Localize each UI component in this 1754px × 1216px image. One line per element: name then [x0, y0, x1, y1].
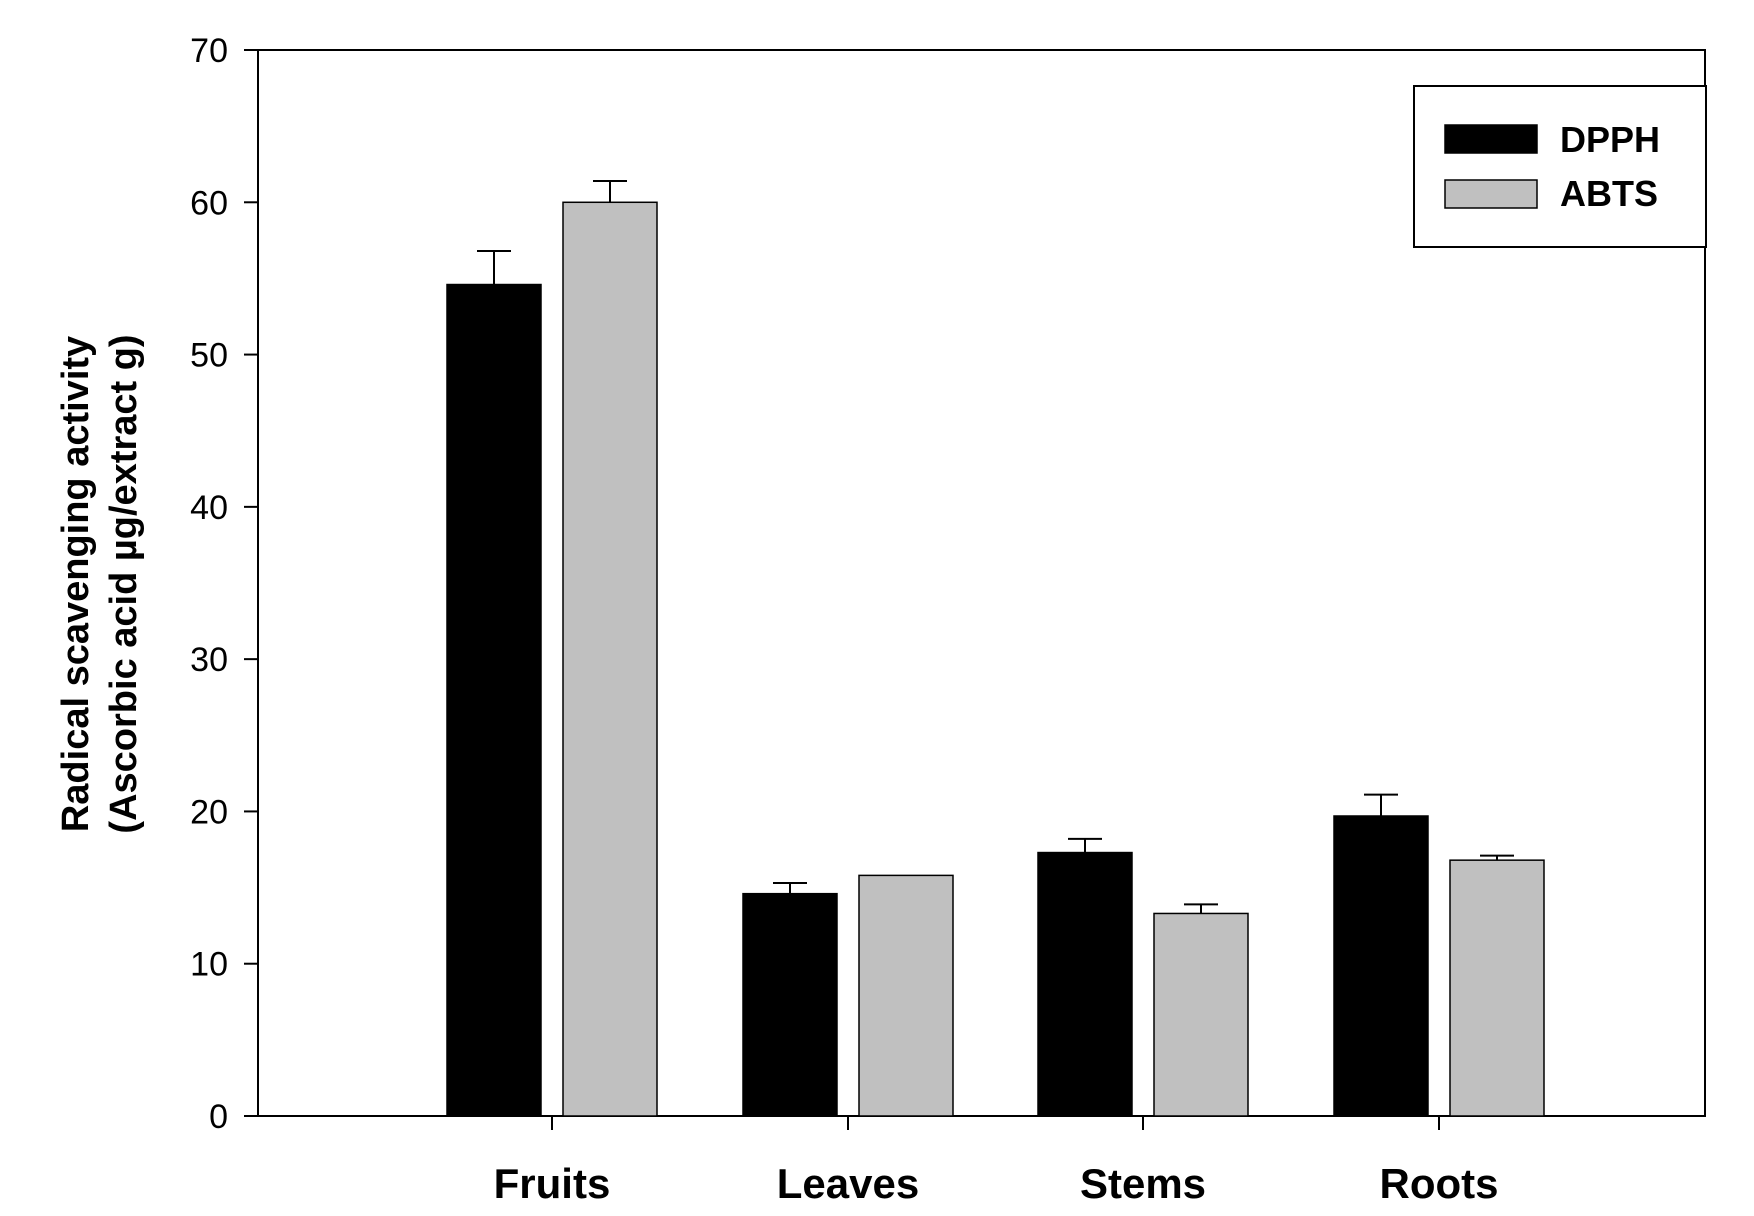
- bar-abts-stems: [1153, 912, 1249, 1117]
- legend-box: [1413, 85, 1707, 248]
- bar-abts-fruits: [562, 201, 658, 1117]
- bar-abts-leaves: [858, 874, 954, 1117]
- y-tick-label-50: 50: [190, 337, 228, 375]
- y-axis-title-line1: Radical scavenging activity: [55, 336, 97, 832]
- y-tick-label-0: 0: [209, 1098, 228, 1136]
- x-tick-label-stems: Stems: [1080, 1160, 1206, 1207]
- y-tick-label-40: 40: [190, 489, 228, 527]
- bar-abts-roots: [1449, 859, 1545, 1117]
- y-axis-title-line2: (Ascorbic acid µg/extract g): [103, 334, 145, 833]
- y-axis-title: Radical scavenging activity (Ascorbic ac…: [55, 334, 145, 833]
- bar-dpph-leaves: [742, 892, 838, 1117]
- plot-frame: [257, 49, 1706, 1117]
- y-tick-label-30: 30: [190, 641, 228, 679]
- bar-dpph-stems: [1037, 851, 1133, 1117]
- y-tick-label-60: 60: [190, 184, 228, 222]
- y-tick-label-70: 70: [190, 32, 228, 70]
- x-tick-label-fruits: Fruits: [494, 1160, 611, 1207]
- legend-label-dpph: DPPH: [1560, 119, 1660, 160]
- legend-swatch-dpph: [1444, 124, 1538, 154]
- y-tick-label-10: 10: [190, 946, 228, 984]
- x-tick-label-roots: Roots: [1380, 1160, 1499, 1207]
- legend-swatch-abts: [1444, 179, 1538, 209]
- bar-dpph-fruits: [446, 283, 542, 1117]
- legend-label-abts: ABTS: [1560, 173, 1658, 214]
- bars-group: [446, 179, 1545, 1117]
- x-tick-label-leaves: Leaves: [777, 1160, 919, 1207]
- y-tick-label-20: 20: [190, 793, 228, 831]
- legend: DPPH ABTS: [1413, 85, 1707, 248]
- y-axis: 0 10 20 30 40 50 60 70: [190, 32, 258, 1136]
- bar-dpph-roots: [1333, 815, 1429, 1117]
- x-axis: Fruits Leaves Stems Roots: [494, 1116, 1499, 1207]
